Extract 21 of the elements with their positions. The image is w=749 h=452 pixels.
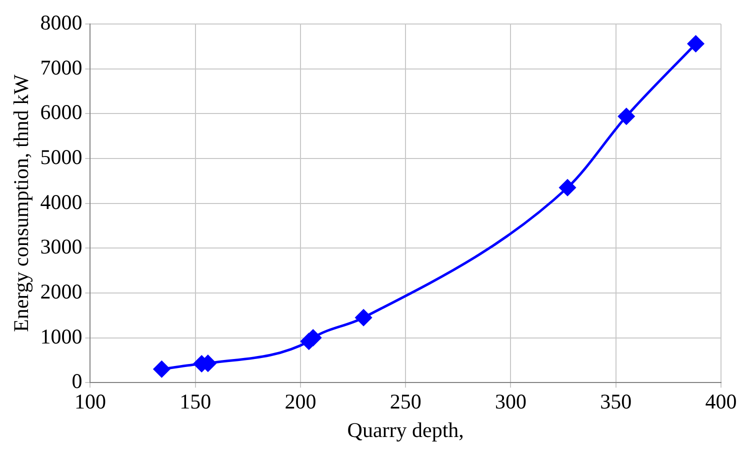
y-tick-label: 4000	[40, 190, 82, 214]
y-tick-label: 3000	[40, 234, 82, 259]
point	[688, 35, 704, 52]
y-axis-title: Energy consumption, thnd kW	[9, 74, 34, 332]
point	[153, 360, 170, 378]
x-tick-label: 200	[284, 390, 316, 414]
y-tick-label: 1000	[40, 324, 82, 348]
x-axis-title: Quarry depth,	[347, 418, 464, 442]
x-tick-label: 150	[180, 390, 212, 414]
y-tick-label: 5000	[40, 144, 82, 169]
x-tick-label: 400	[705, 390, 737, 414]
y-tick-label: 2000	[40, 279, 82, 304]
y-tick-label: 6000	[40, 100, 82, 124]
point	[355, 309, 372, 326]
y-tick-label: 8000	[40, 10, 82, 35]
point	[559, 179, 576, 196]
x-tick-label: 300	[494, 390, 526, 414]
y-tick-label: 7000	[40, 55, 82, 80]
x-tick-label: 250	[390, 390, 422, 414]
point	[618, 108, 635, 125]
x-tick-label: 350	[600, 390, 632, 414]
